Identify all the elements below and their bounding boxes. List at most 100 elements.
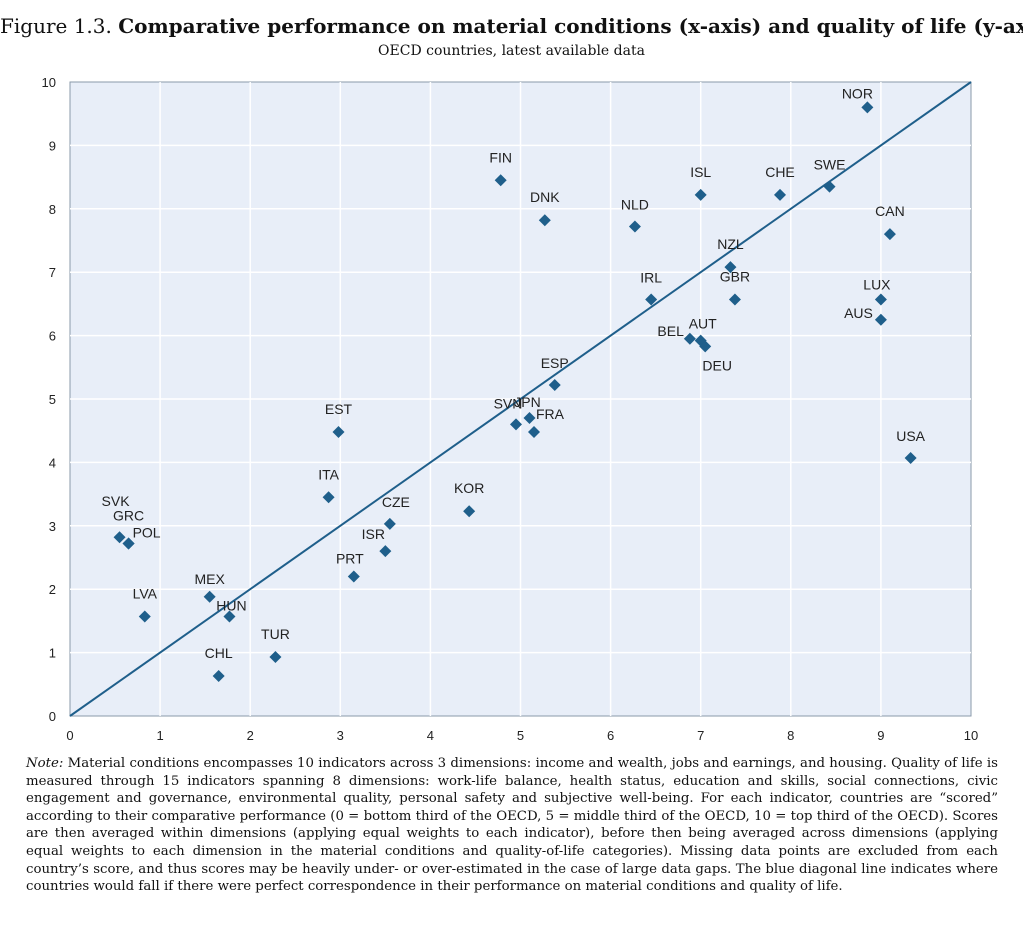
- point-svk: [113, 531, 126, 544]
- point-gbr: [728, 293, 741, 306]
- point-esp: [548, 379, 561, 392]
- chart-title: Figure 1.3. Comparative performance on m…: [0, 14, 1023, 38]
- point-fin: [494, 174, 507, 187]
- label-aut: AUT: [689, 316, 717, 332]
- label-nor: NOR: [842, 85, 873, 101]
- point-cze: [383, 517, 396, 530]
- point-dnk: [538, 214, 551, 227]
- label-svn: SVN: [494, 395, 523, 411]
- label-esp: ESP: [541, 355, 569, 371]
- point-aus: [874, 313, 887, 326]
- note-lead: Note:: [26, 756, 64, 771]
- figure-number: Figure 1.3.: [0, 14, 112, 38]
- x-tick-label: 0: [66, 728, 73, 743]
- note-text: Material conditions encompasses 10 indic…: [26, 756, 998, 895]
- y-tick-label: 2: [49, 582, 56, 597]
- point-irl: [645, 293, 658, 306]
- x-tick-label: 4: [427, 728, 434, 743]
- point-pol: [122, 537, 135, 550]
- x-tick-label: 7: [697, 728, 704, 743]
- point-hun: [223, 610, 236, 623]
- point-usa: [904, 451, 917, 464]
- label-chl: CHL: [205, 645, 233, 661]
- point-ita: [322, 491, 335, 504]
- label-fra: FRA: [536, 406, 565, 422]
- label-can: CAN: [875, 203, 905, 219]
- y-tick-label: 10: [42, 75, 56, 90]
- x-axis-ticks: 0 1 2 3 4 5 6 7 8 9 10: [66, 728, 978, 743]
- label-fin: FIN: [489, 149, 512, 165]
- label-est: EST: [325, 401, 353, 417]
- label-gbr: GBR: [720, 268, 750, 284]
- label-nzl: NZL: [717, 236, 744, 252]
- point-isl: [694, 188, 707, 201]
- label-dnk: DNK: [530, 189, 560, 205]
- gridlines: [70, 82, 971, 716]
- x-tick-label: 3: [337, 728, 344, 743]
- label-grc: GRC: [113, 508, 144, 524]
- y-tick-label: 8: [49, 202, 56, 217]
- label-che: CHE: [765, 164, 795, 180]
- point-fra: [528, 425, 541, 438]
- label-kor: KOR: [454, 480, 484, 496]
- x-tick-label: 9: [877, 728, 884, 743]
- point-prt: [347, 570, 360, 583]
- label-lva: LVA: [133, 585, 158, 601]
- point-deu: [699, 340, 712, 353]
- chart-subtitle: OECD countries, latest available data: [378, 43, 645, 59]
- x-tick-label: 8: [787, 728, 794, 743]
- label-usa: USA: [896, 428, 925, 444]
- x-tick-label: 10: [964, 728, 978, 743]
- point-bel: [683, 332, 696, 345]
- label-isr: ISR: [362, 526, 385, 542]
- label-isl: ISL: [690, 164, 711, 180]
- label-prt: PRT: [336, 551, 364, 567]
- point-isr: [379, 545, 392, 558]
- label-svk: SVK: [102, 493, 131, 509]
- label-jpn: JPN: [514, 394, 540, 410]
- label-cze: CZE: [382, 494, 410, 510]
- reference-diagonal-line: [69, 81, 972, 717]
- y-tick-label: 7: [49, 265, 56, 280]
- figure-title: Comparative performance on material cond…: [118, 14, 1023, 38]
- point-nld: [628, 220, 641, 233]
- label-hun: HUN: [216, 597, 246, 613]
- x-tick-label: 1: [156, 728, 163, 743]
- label-deu: DEU: [702, 357, 732, 373]
- y-tick-label: 5: [49, 392, 56, 407]
- chart-note: Note: Material conditions encompasses 10…: [26, 755, 998, 896]
- data-points: [113, 101, 917, 683]
- y-tick-label: 3: [49, 519, 56, 534]
- label-tur: TUR: [261, 626, 290, 642]
- point-jpn: [523, 412, 536, 425]
- point-kor: [463, 505, 476, 518]
- label-ita: ITA: [318, 466, 339, 482]
- point-svn: [509, 418, 522, 431]
- point-lva: [138, 610, 151, 623]
- point-che: [773, 188, 786, 201]
- point-swe: [823, 180, 836, 193]
- label-nld: NLD: [621, 197, 649, 213]
- x-tick-label: 5: [517, 728, 524, 743]
- label-mex: MEX: [194, 571, 225, 587]
- y-tick-label: 9: [49, 138, 56, 153]
- label-pol: POL: [133, 525, 161, 541]
- country-labels: NOR FIN ISL CHE SWE DNK NLD CAN NZL IRL GBR LUX AUS B…: [102, 85, 926, 661]
- y-tick-label: 6: [49, 329, 56, 344]
- point-nor: [861, 101, 874, 114]
- point-nzl: [724, 261, 737, 274]
- x-tick-label: 6: [607, 728, 614, 743]
- point-est: [332, 425, 345, 438]
- point-lux: [874, 293, 887, 306]
- label-bel: BEL: [657, 323, 684, 339]
- y-tick-label: 4: [49, 455, 56, 470]
- point-mex: [203, 590, 216, 603]
- y-tick-label: 0: [49, 709, 56, 724]
- point-chl: [212, 670, 225, 683]
- scatter-chart: 0 1 2 3 4 5 6 7 8 9 10 0 1 2 3 4 5 6 7 8 9 10 NOR FIN ISL CHE SW…: [42, 75, 979, 743]
- label-irl: IRL: [640, 269, 662, 285]
- point-can: [883, 228, 896, 241]
- y-tick-label: 1: [49, 646, 56, 661]
- label-aus: AUS: [844, 305, 873, 321]
- y-axis-ticks: 0 1 2 3 4 5 6 7 8 9 10: [42, 75, 56, 724]
